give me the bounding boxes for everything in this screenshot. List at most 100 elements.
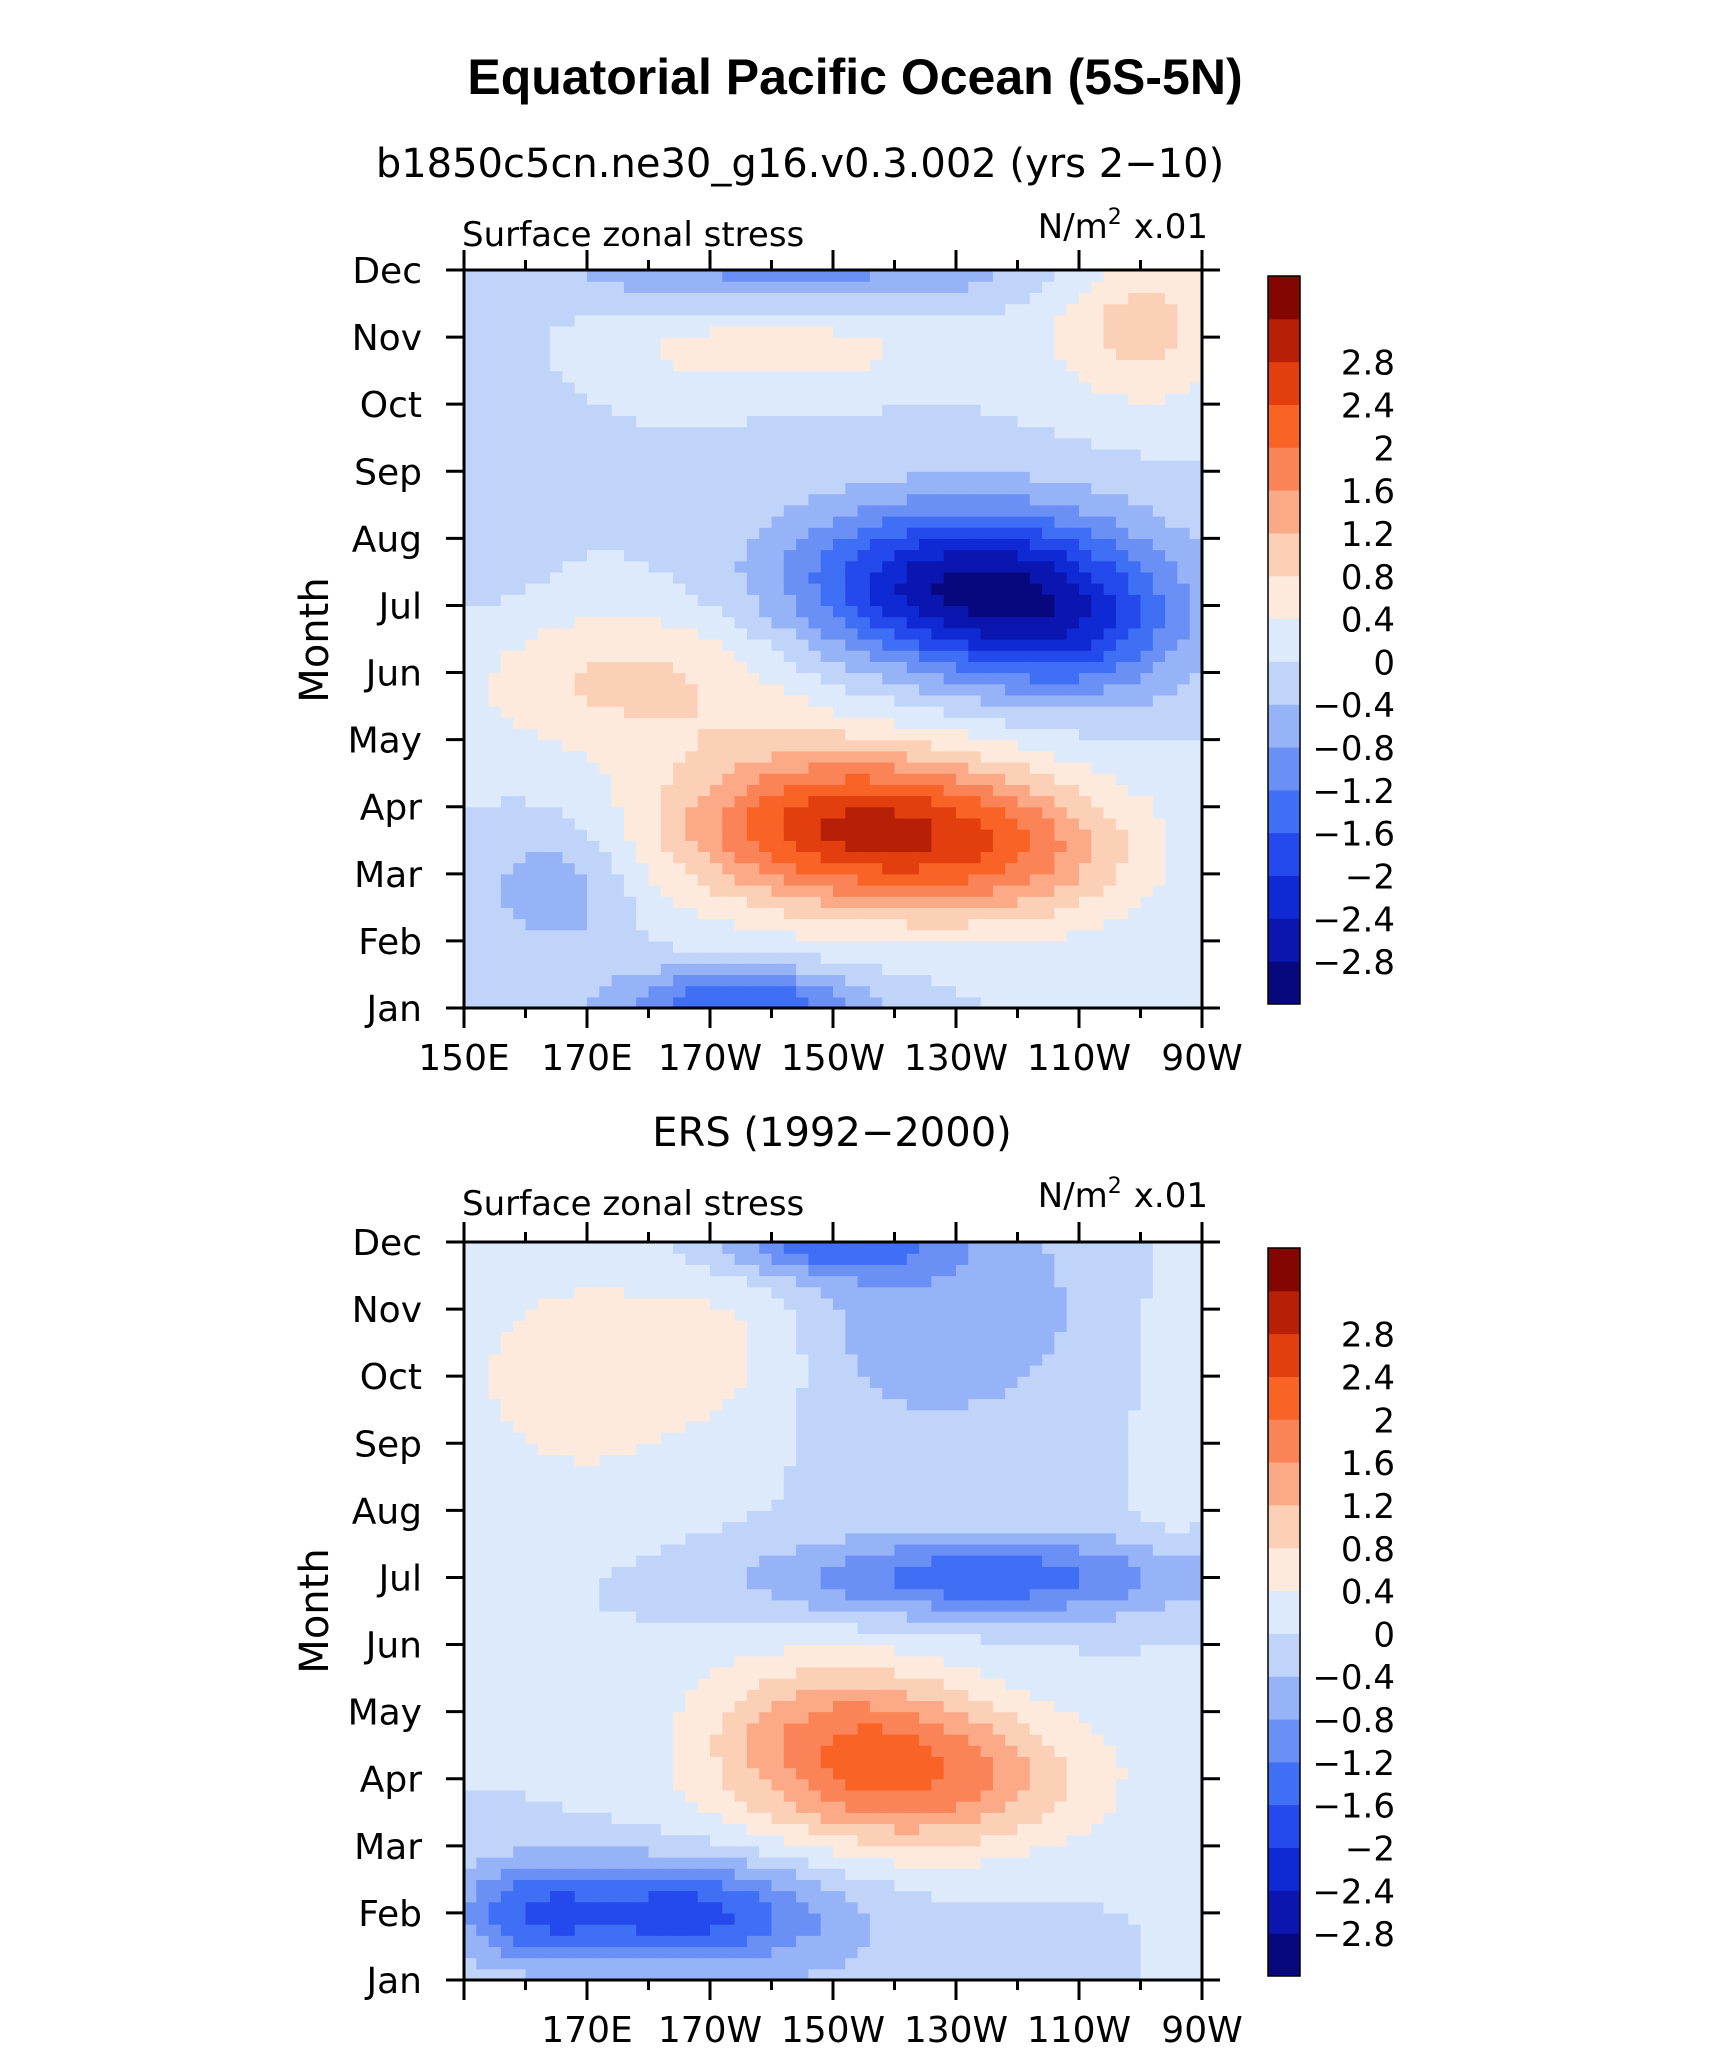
heatmap-cell (710, 493, 723, 506)
heatmap-cell (587, 381, 600, 394)
heatmap-cell (992, 650, 1006, 662)
heatmap-cell (623, 1633, 637, 1646)
heatmap-cell (722, 270, 736, 282)
heatmap-cell (648, 393, 662, 405)
heatmap-cell (685, 359, 699, 372)
heatmap-cell (746, 482, 760, 495)
heatmap-cell (623, 1510, 637, 1523)
heatmap-cell (833, 885, 846, 897)
heatmap-cell (500, 1912, 514, 1925)
heatmap-cell (1189, 963, 1203, 976)
heatmap-cell (906, 605, 920, 618)
heatmap-cell (734, 896, 748, 908)
heatmap-cell (685, 370, 699, 383)
heatmap-cell (919, 460, 932, 472)
heatmap-cell (710, 549, 723, 562)
heatmap-cell (648, 504, 662, 517)
heatmap-cell (488, 1845, 502, 1858)
heatmap-cell (1029, 963, 1043, 976)
heatmap-cell (1079, 325, 1092, 338)
heatmap-cell (550, 1275, 563, 1288)
heatmap-cell (1177, 460, 1191, 472)
heatmap-cell (550, 1432, 563, 1444)
heatmap-cell (464, 1801, 477, 1813)
heatmap-cell (1079, 460, 1092, 472)
heatmap-cell (1165, 393, 1178, 405)
heatmap-cell (1140, 940, 1154, 953)
heatmap-cell (550, 393, 563, 405)
heatmap-cell (980, 627, 994, 640)
heatmap-cell (882, 706, 896, 718)
heatmap-cell (771, 773, 785, 785)
heatmap-cell (1005, 795, 1019, 808)
heatmap-cell (562, 1957, 576, 1970)
heatmap-cell (1140, 806, 1154, 819)
heatmap-cell (882, 840, 896, 853)
heatmap-cell (525, 348, 539, 361)
heatmap-cell (550, 292, 563, 305)
heatmap-cell (722, 795, 736, 808)
heatmap-cell (980, 325, 994, 338)
heatmap-cell (587, 1521, 600, 1534)
heatmap-cell (623, 1622, 637, 1634)
heatmap-cell (1165, 337, 1178, 349)
heatmap-cell (562, 1644, 576, 1657)
heatmap-cell (1140, 393, 1154, 405)
heatmap-cell (550, 437, 563, 450)
heatmap-cell (611, 862, 625, 875)
heatmap-cell (746, 325, 760, 338)
heatmap-cell (845, 270, 859, 282)
heatmap-cell (697, 393, 711, 405)
heatmap-cell (722, 706, 736, 718)
heatmap-cell (500, 1890, 514, 1903)
heatmap-cell (525, 750, 539, 763)
heatmap-cell (488, 1376, 502, 1388)
heatmap-cell (1165, 929, 1178, 942)
heatmap-cell (1128, 616, 1142, 629)
heatmap-cell (1066, 448, 1080, 461)
month-tick-label: Apr (360, 788, 422, 829)
heatmap-cell (537, 1320, 551, 1333)
heatmap-cell (710, 571, 723, 584)
heatmap-cell (1152, 750, 1166, 763)
heatmap-cell (869, 639, 883, 651)
heatmap-cell (611, 616, 625, 629)
heatmap-cell (722, 963, 736, 976)
heatmap-cell (500, 929, 514, 942)
heatmap-cell (1091, 929, 1105, 942)
heatmap-cell (943, 940, 957, 953)
heatmap-cell (956, 616, 969, 629)
heatmap-cell (623, 1611, 637, 1623)
heatmap-cell (771, 605, 785, 618)
heatmap-cell (488, 571, 502, 584)
heatmap-cell (1115, 571, 1129, 584)
heatmap-cell (906, 504, 920, 517)
heatmap-cell (980, 493, 994, 506)
heatmap-cell (500, 337, 514, 349)
heatmap-cell (1054, 851, 1068, 864)
heatmap-cell (537, 1912, 551, 1925)
heatmap-cell (882, 862, 896, 875)
heatmap-cell (623, 1767, 637, 1780)
heatmap-cell (1165, 974, 1178, 987)
heatmap-cell (537, 1297, 551, 1310)
heatmap-cell (574, 292, 588, 305)
heatmap-cell (968, 560, 982, 573)
heatmap-cell (550, 1566, 563, 1579)
colorbar-swatch (1268, 918, 1300, 962)
heatmap-cell (1152, 437, 1166, 450)
heatmap-cell (1079, 996, 1092, 1009)
heatmap-cell (464, 829, 477, 841)
heatmap-cell (783, 996, 797, 1009)
heatmap-cell (623, 1935, 637, 1948)
heatmap-cell (1091, 303, 1105, 316)
heatmap-cell (623, 683, 637, 696)
heatmap-cell (980, 851, 994, 864)
heatmap-cell (500, 1320, 514, 1333)
heatmap-cell (574, 1801, 588, 1813)
heatmap-cell (710, 963, 723, 976)
heatmap-cell (796, 527, 809, 539)
heatmap-cell (697, 650, 711, 662)
heatmap-cell (1054, 762, 1068, 774)
heatmap-cell (673, 460, 686, 472)
